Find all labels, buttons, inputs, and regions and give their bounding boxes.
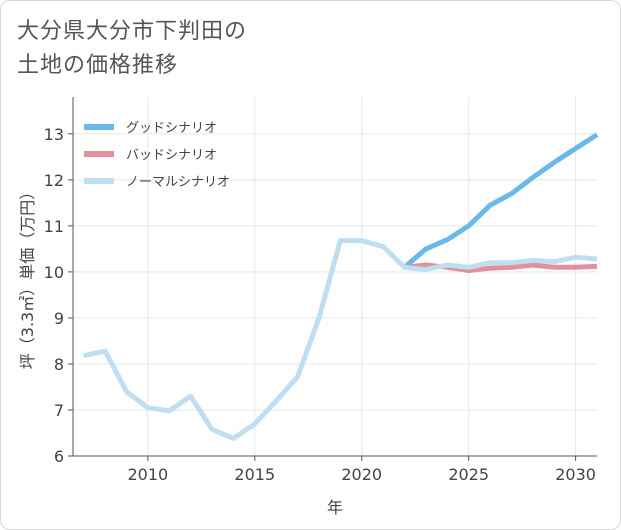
x-tick-label: 2025 [448,465,489,484]
series-lines [83,132,599,441]
x-axis-label: 年 [327,498,343,517]
y-tick-label: 13 [44,125,64,144]
chart-title-line1: 大分県大分市下判田の [17,19,248,44]
legend-label: グッドシナリオ [126,121,217,136]
chart-title-line2: 土地の価格推移 [17,53,179,78]
x-tick-label: 2010 [127,465,168,484]
y-tick-label: 6 [54,447,64,466]
y-tick-label: 10 [44,263,64,282]
chart-title: 大分県大分市下判田の 土地の価格推移 [17,15,437,83]
y-axis-label: 坪（3.3㎡）単価（万円） [18,184,37,369]
x-tick-label: 2030 [555,465,596,484]
axes [68,97,597,461]
legend-label: ノーマルシナリオ [126,175,230,190]
y-tick-label: 9 [54,309,64,328]
legend-label: バッドシナリオ [126,148,217,163]
series-line-3 [83,238,598,441]
y-tick-label: 11 [44,217,64,236]
y-tick-label: 12 [44,171,64,190]
series-line-1 [402,132,599,270]
y-tick-label: 8 [54,355,64,374]
y-tick-label: 7 [54,401,64,420]
tick-labels: 6 7 8 9 10 11 12 13 2010 2015 2020 2025 2030 [44,125,596,484]
x-tick-label: 2020 [341,465,382,484]
x-tick-label: 2015 [234,465,275,484]
